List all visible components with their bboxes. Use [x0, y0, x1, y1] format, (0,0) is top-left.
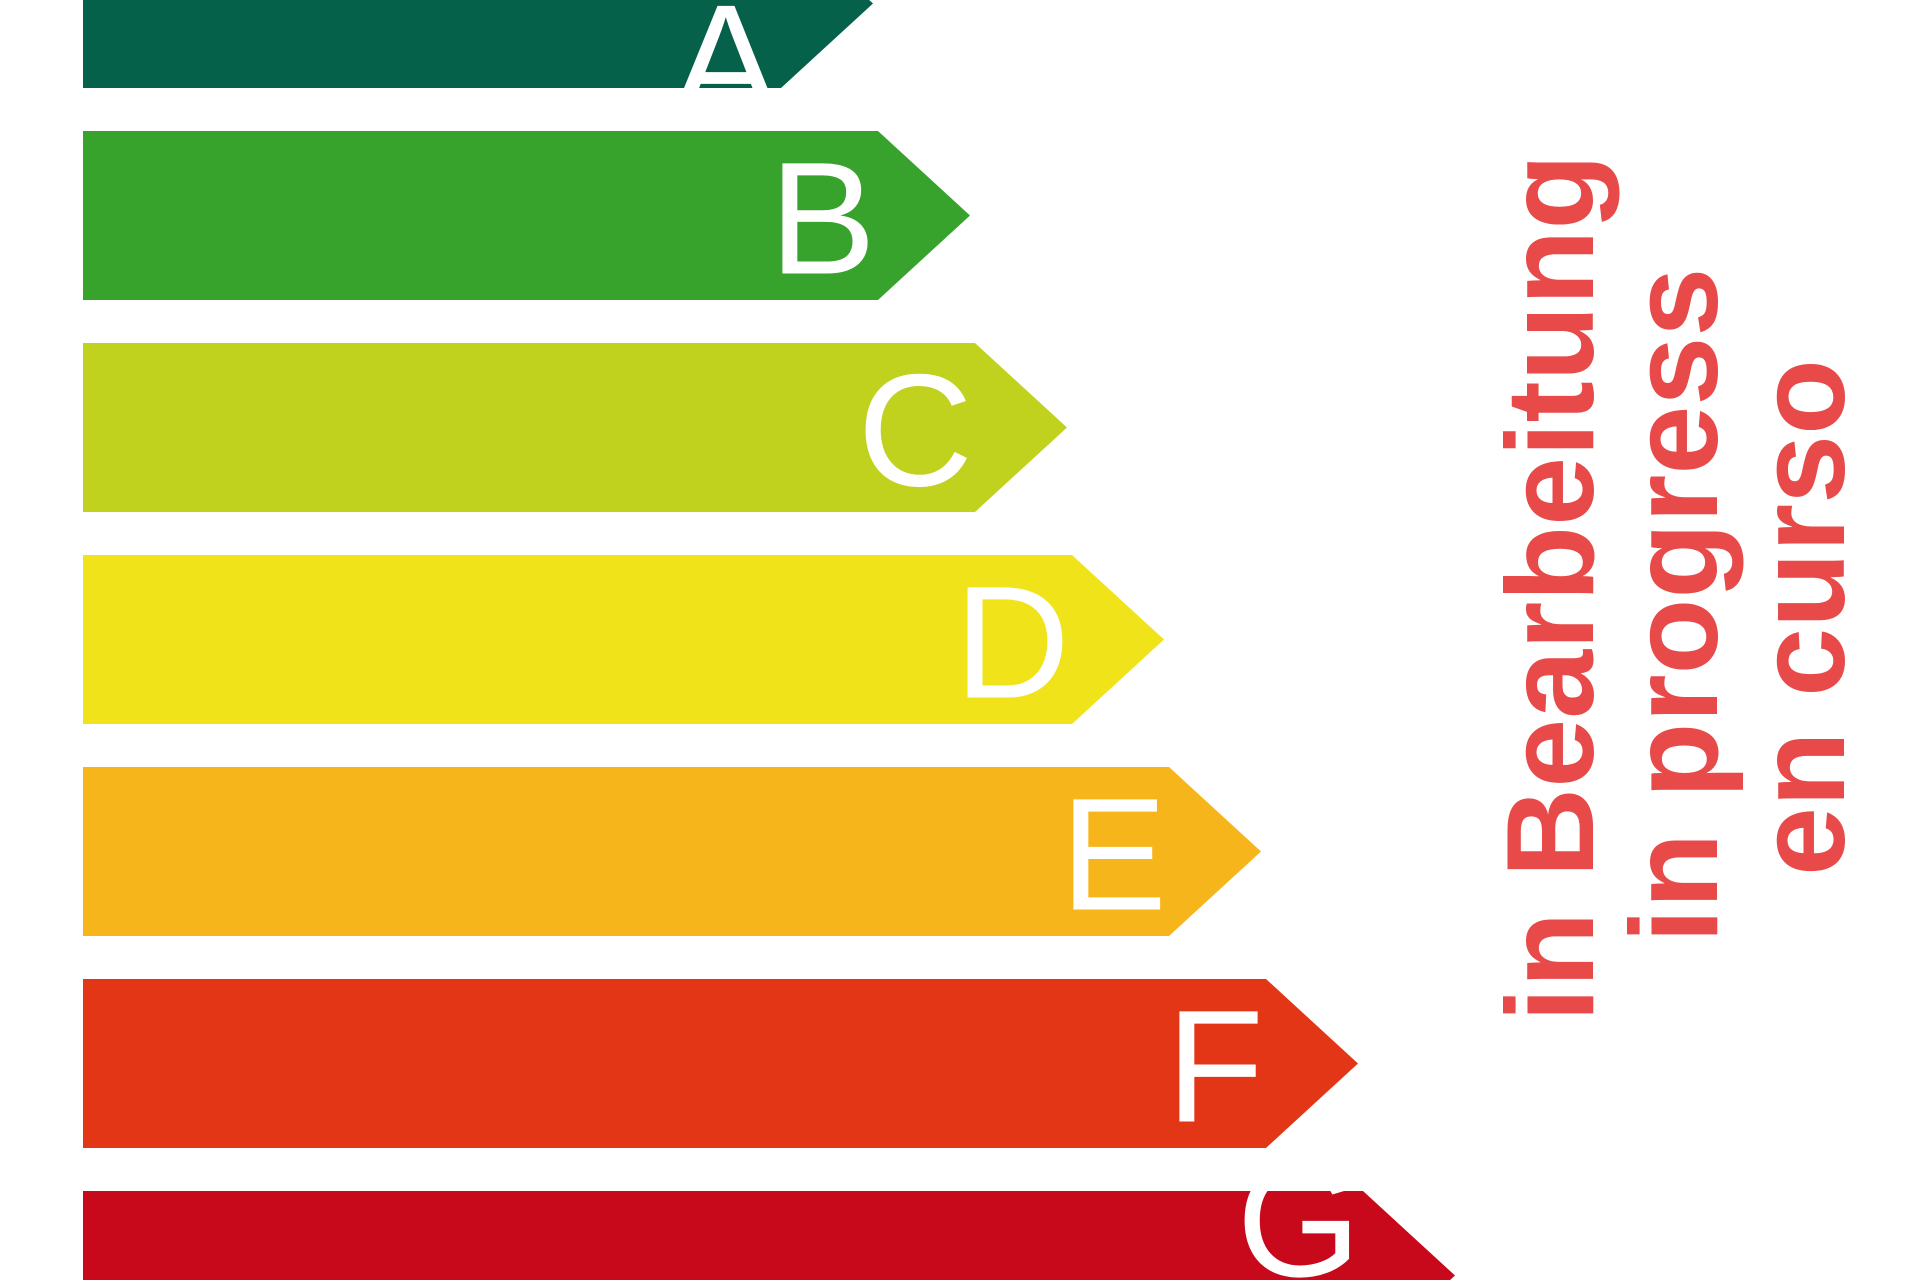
energy-class-arrow — [83, 1191, 1455, 1280]
energy-class-arrow — [83, 343, 1067, 512]
energy-class-arrow — [83, 979, 1358, 1148]
energy-class-a: A — [83, 0, 873, 150]
energy-class-label: A — [672, 0, 779, 150]
energy-class-label: E — [1060, 765, 1167, 944]
energy-class-label: G — [1237, 1131, 1361, 1280]
energy-class-label: F — [1166, 977, 1264, 1156]
status-text-german: in Bearbeitung — [1482, 153, 1620, 1022]
energy-class-c: C — [83, 341, 1067, 520]
energy-class-label: D — [954, 553, 1070, 732]
energy-class-arrow — [83, 767, 1261, 936]
energy-class-b: B — [83, 129, 970, 308]
status-text-spanish: en curso — [1733, 359, 1871, 876]
energy-class-f: F — [83, 977, 1358, 1156]
status-text-english: in progress — [1606, 267, 1744, 943]
energy-class-label: C — [857, 341, 973, 520]
energy-class-arrow — [83, 131, 970, 300]
energy-class-d: D — [83, 553, 1164, 732]
energy-class-e: E — [83, 765, 1261, 944]
energy-class-arrow — [83, 0, 873, 88]
energy-class-label: B — [769, 129, 876, 308]
energy-class-arrow — [83, 555, 1164, 724]
energy-class-g: G — [83, 1131, 1455, 1280]
